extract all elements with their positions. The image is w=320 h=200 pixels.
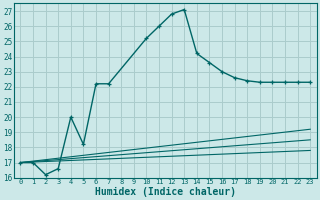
X-axis label: Humidex (Indice chaleur): Humidex (Indice chaleur) — [95, 186, 236, 197]
